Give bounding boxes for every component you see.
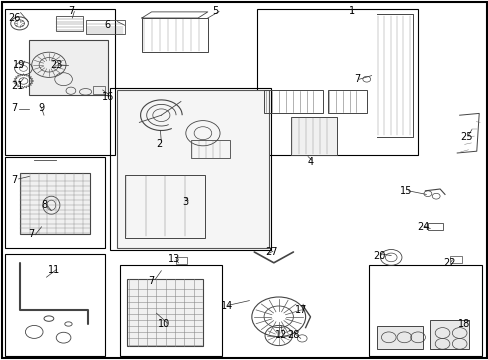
Bar <box>93 86 105 94</box>
Bar <box>5 9 115 155</box>
Bar <box>376 326 422 349</box>
Text: 8: 8 <box>41 200 47 210</box>
Bar <box>56 16 83 31</box>
Text: 18: 18 <box>457 319 470 329</box>
Text: 15: 15 <box>399 186 411 196</box>
Text: 4: 4 <box>307 157 313 167</box>
Bar <box>142 18 207 52</box>
Text: 19: 19 <box>13 60 26 70</box>
Text: 5: 5 <box>212 6 218 16</box>
Bar <box>176 257 186 264</box>
Bar <box>5 254 105 356</box>
Text: 27: 27 <box>264 247 277 257</box>
Bar <box>5 157 105 248</box>
Bar <box>29 40 107 95</box>
Text: 7: 7 <box>12 175 18 185</box>
Text: 17: 17 <box>294 305 306 315</box>
Text: 7: 7 <box>12 103 18 113</box>
Text: 22: 22 <box>443 258 455 268</box>
Text: 13: 13 <box>167 254 180 264</box>
Bar <box>20 173 90 234</box>
Text: 10: 10 <box>157 319 170 329</box>
Polygon shape <box>117 90 268 248</box>
Text: 24: 24 <box>416 222 428 232</box>
Bar <box>124 175 205 238</box>
Text: 11: 11 <box>47 265 60 275</box>
Text: 7: 7 <box>148 276 154 286</box>
Text: 9: 9 <box>39 103 44 113</box>
Text: 1: 1 <box>348 6 354 16</box>
Bar <box>327 90 366 113</box>
Text: 7: 7 <box>353 74 359 84</box>
Text: 21: 21 <box>11 81 23 91</box>
Bar <box>429 320 468 349</box>
Text: 23: 23 <box>50 60 62 70</box>
Bar <box>127 279 203 346</box>
Text: 26: 26 <box>8 13 21 23</box>
Text: 16: 16 <box>101 92 114 102</box>
Bar <box>256 9 417 155</box>
Text: 14: 14 <box>221 301 233 311</box>
Bar <box>264 90 322 113</box>
Text: 28: 28 <box>286 330 299 340</box>
Bar <box>120 265 222 356</box>
Bar <box>449 256 461 263</box>
Text: 2: 2 <box>156 139 162 149</box>
Bar <box>290 117 337 155</box>
Bar <box>427 223 442 230</box>
Text: 6: 6 <box>104 20 110 30</box>
Text: 7: 7 <box>68 6 74 16</box>
Text: 3: 3 <box>183 197 188 207</box>
Text: 25: 25 <box>460 132 472 142</box>
Bar <box>368 265 481 356</box>
Text: 12: 12 <box>274 330 287 340</box>
Bar <box>85 20 124 34</box>
Text: 20: 20 <box>372 251 385 261</box>
Bar <box>190 140 229 158</box>
Bar <box>110 88 271 250</box>
Text: 7: 7 <box>29 229 35 239</box>
